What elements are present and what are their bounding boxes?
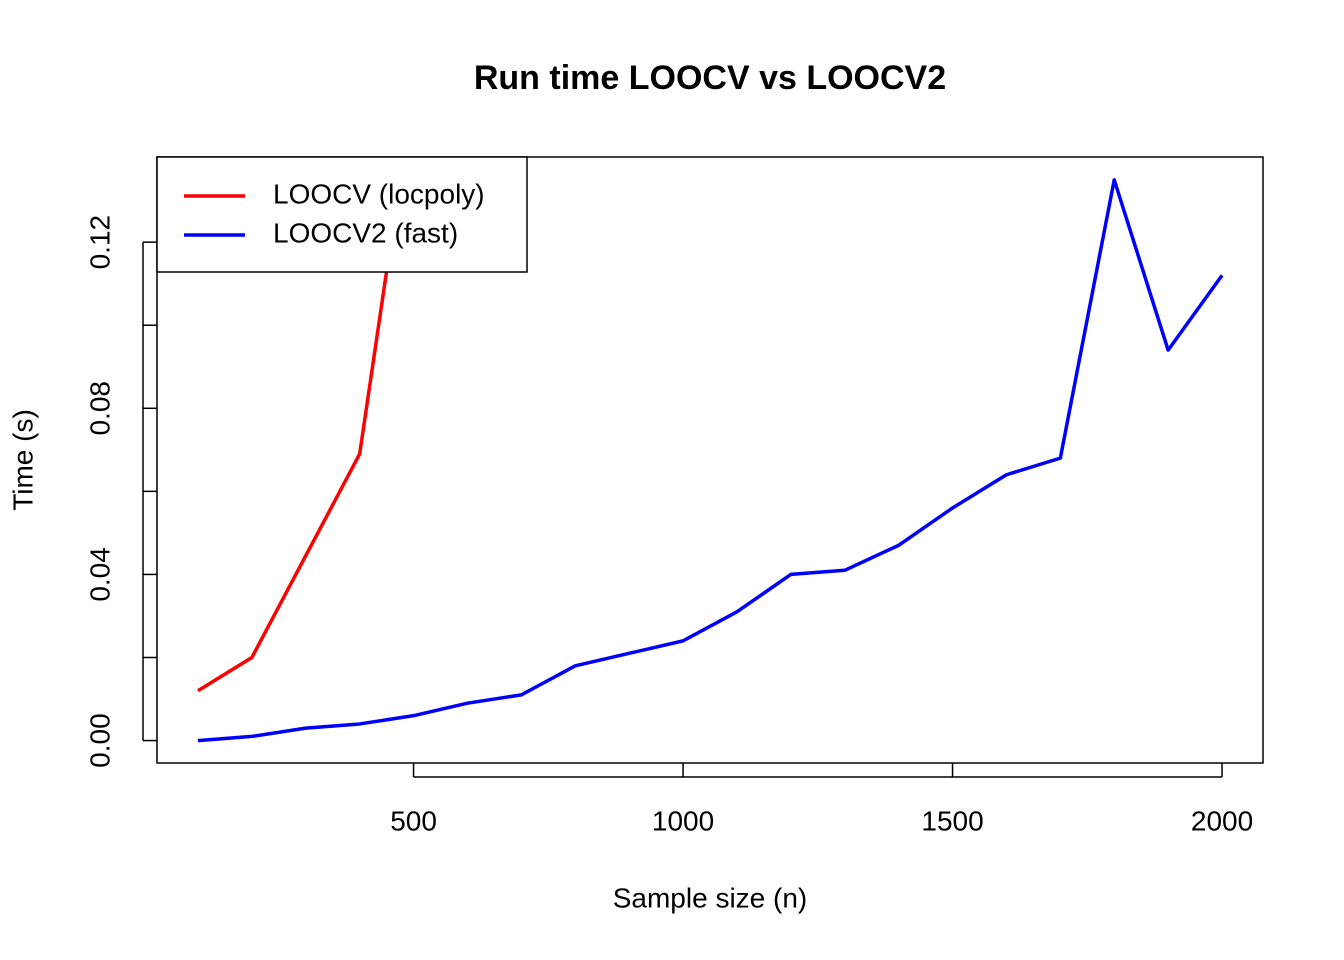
x-tick-label: 1000: [652, 805, 714, 836]
y-tick-label: 0.08: [84, 381, 115, 436]
y-axis-label: Time (s): [7, 409, 38, 511]
plot-frame: [156, 156, 1264, 764]
x-axis-label: Sample size (n): [613, 882, 808, 913]
series-line: [197, 178, 1224, 743]
legend-label: LOOCV (locpoly): [273, 178, 485, 209]
legend-label: LOOCV2 (fast): [273, 217, 458, 248]
series-line: [197, 157, 406, 693]
plot-area: [197, 157, 1224, 743]
y-tick-label: 0.04: [84, 547, 115, 602]
y-tick-label: 0.12: [84, 215, 115, 269]
y-tick-label: 0.00: [84, 713, 115, 768]
x-tick-label: 1500: [921, 805, 983, 836]
legend-box: [156, 156, 528, 273]
chart-title: Run time LOOCV vs LOOCV2: [474, 59, 946, 97]
x-tick-label: 500: [390, 805, 437, 836]
x-tick-label: 2000: [1191, 805, 1253, 836]
